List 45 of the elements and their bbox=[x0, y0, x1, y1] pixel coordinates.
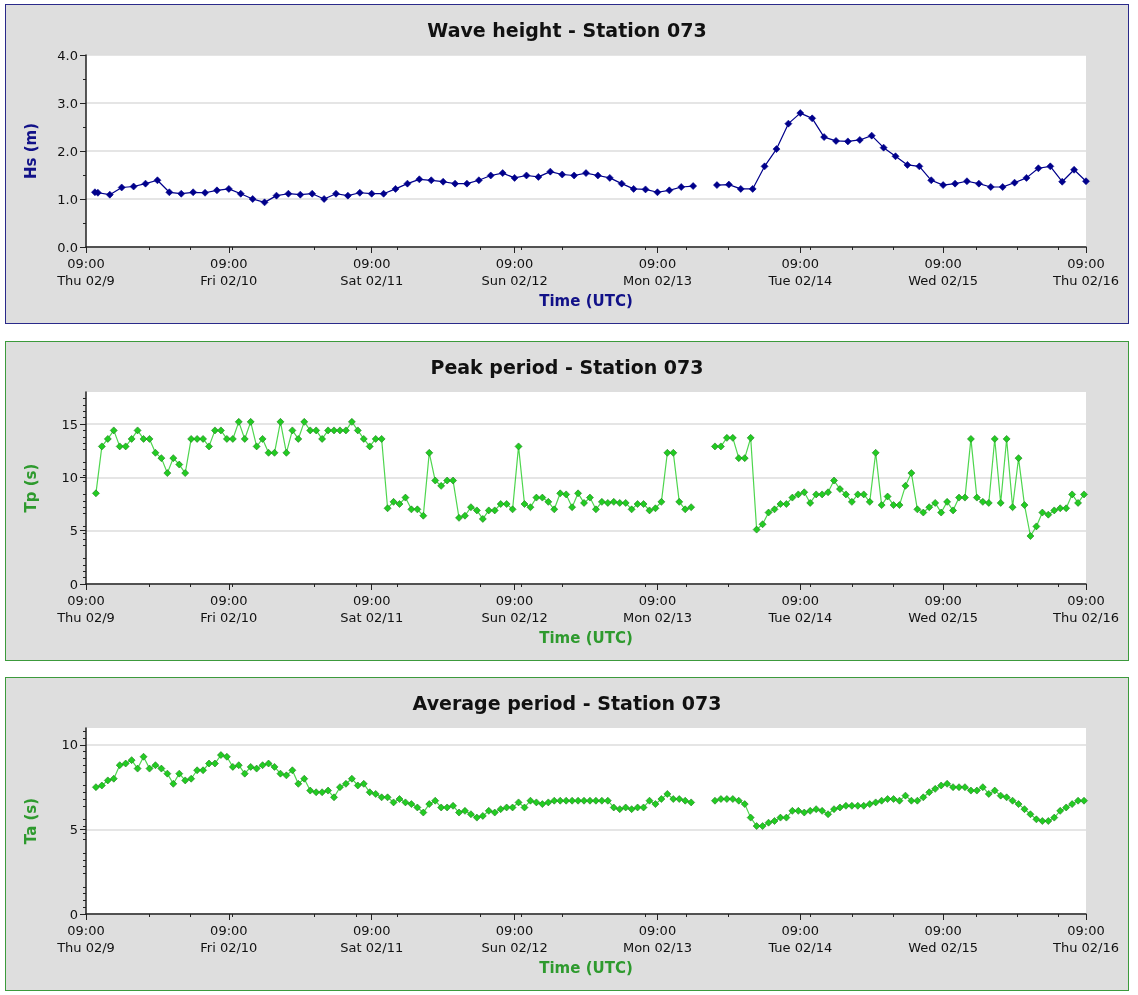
y-tick-label: 5 bbox=[69, 523, 78, 539]
x-tick-label: 09:00 Wed 02/15 bbox=[908, 923, 979, 955]
x-axis-title: Time (UTC) bbox=[539, 959, 633, 978]
y-tick-label: 5 bbox=[69, 821, 78, 837]
x-tick-label: 09:00 Wed 02/15 bbox=[908, 256, 979, 288]
x-tick-label: 09:00 Tue 02/14 bbox=[767, 923, 833, 955]
x-axis-title: Time (UTC) bbox=[539, 629, 633, 648]
y-tick-label: 0 bbox=[69, 576, 78, 592]
x-tick-label: 09:00 Thu 02/9 bbox=[56, 256, 115, 288]
x-tick-label: 09:00 Sat 02/11 bbox=[340, 923, 404, 955]
y-tick-label: 0 bbox=[69, 906, 78, 922]
x-tick-label: 09:00 Thu 02/16 bbox=[1051, 593, 1120, 625]
x-tick-label: 09:00 Thu 02/9 bbox=[56, 923, 115, 955]
y-tick-label: 1.0 bbox=[57, 191, 78, 207]
y-axis-title: Ta (s) bbox=[21, 797, 40, 845]
x-tick-label: 09:00 Fri 02/10 bbox=[200, 923, 258, 955]
x-tick-label: 09:00 Tue 02/14 bbox=[767, 593, 833, 625]
y-tick-label: 15 bbox=[61, 416, 78, 432]
x-tick-label: 09:00 Sun 02/12 bbox=[481, 256, 548, 288]
x-tick-label: 09:00 Thu 02/9 bbox=[56, 593, 115, 625]
y-axis-title: Tp (s) bbox=[21, 463, 40, 513]
x-tick-label: 09:00 Mon 02/13 bbox=[622, 256, 692, 288]
x-tick-label: 09:00 Fri 02/10 bbox=[200, 256, 258, 288]
x-tick-label: 09:00 Mon 02/13 bbox=[622, 593, 692, 625]
x-tick-label: 09:00 Sat 02/11 bbox=[340, 593, 404, 625]
chart-title: Wave height - Station 073 bbox=[427, 18, 707, 41]
y-tick-label: 3.0 bbox=[57, 95, 78, 111]
y-tick-label: 2.0 bbox=[57, 143, 78, 159]
y-tick-label: 4.0 bbox=[57, 47, 78, 63]
x-tick-label: 09:00 Fri 02/10 bbox=[200, 593, 258, 625]
y-tick-label: 10 bbox=[61, 737, 78, 753]
chart-title: Average period - Station 073 bbox=[412, 691, 722, 714]
x-tick-label: 09:00 Thu 02/16 bbox=[1051, 256, 1120, 288]
y-tick-label: 10 bbox=[61, 469, 78, 485]
x-tick-label: 09:00 Wed 02/15 bbox=[908, 593, 979, 625]
chart-title: Peak period - Station 073 bbox=[430, 355, 704, 378]
x-axis-title: Time (UTC) bbox=[539, 292, 633, 311]
x-tick-label: 09:00 Thu 02/16 bbox=[1051, 923, 1120, 955]
x-tick-label: 09:00 Tue 02/14 bbox=[767, 256, 833, 288]
x-tick-label: 09:00 Mon 02/13 bbox=[622, 923, 692, 955]
y-axis-title: Hs (m) bbox=[21, 122, 40, 180]
x-tick-label: 09:00 Sat 02/11 bbox=[340, 256, 404, 288]
x-tick-label: 09:00 Sun 02/12 bbox=[481, 923, 548, 955]
x-tick-label: 09:00 Sun 02/12 bbox=[481, 593, 548, 625]
y-tick-label: 0.0 bbox=[57, 239, 78, 255]
